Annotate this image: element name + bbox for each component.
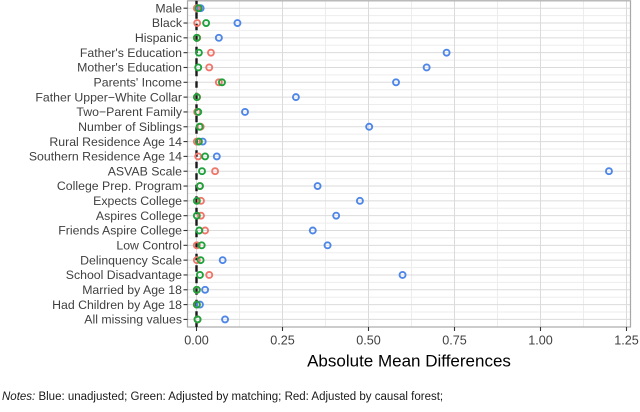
y-axis-label: Mother's Education xyxy=(77,61,182,75)
y-axis-label: Southern Residence Age 14 xyxy=(29,150,182,164)
data-point-blue xyxy=(214,33,223,42)
x-axis-tick-label: 0.25 xyxy=(270,334,295,348)
y-axis-label: Hispanic xyxy=(135,31,182,45)
data-point-blue xyxy=(241,107,249,116)
x-axis-tick-label: 0.50 xyxy=(356,334,381,348)
data-point-green xyxy=(201,152,210,161)
data-point-blue xyxy=(365,122,374,131)
notes-text: Blue: unadjusted; Green: Adjusted by mat… xyxy=(35,391,444,403)
y-axis-label: Two−Parent Family xyxy=(76,105,182,119)
data-point-blue xyxy=(392,78,400,87)
data-point-green xyxy=(194,63,203,72)
data-point-red xyxy=(197,211,205,220)
data-point-green xyxy=(196,256,205,265)
data-point-green xyxy=(202,19,211,27)
data-point-blue xyxy=(313,182,322,190)
data-point-red xyxy=(193,19,202,27)
x-axis-title: Absolute Mean Differences xyxy=(307,352,511,371)
y-axis-label: Male xyxy=(155,1,182,15)
data-point-blue xyxy=(218,256,227,265)
data-point-green xyxy=(192,93,201,102)
data-point-blue xyxy=(605,167,613,176)
data-point-red xyxy=(192,241,201,250)
data-point-green xyxy=(195,122,204,131)
data-point-red xyxy=(192,256,201,265)
data-point-green xyxy=(194,48,203,57)
data-point-green xyxy=(195,226,204,235)
data-point-red xyxy=(205,271,214,279)
data-point-green xyxy=(192,211,201,220)
x-axis-tick-label: 1.25 xyxy=(614,334,639,348)
data-point-red xyxy=(211,167,220,176)
data-point-green xyxy=(198,167,206,176)
y-axis-label: Father's Education xyxy=(80,46,182,60)
y-axis-label: Married by Age 18 xyxy=(82,283,182,297)
data-point-green xyxy=(192,300,201,309)
y-axis-label: Father Upper−White Collar xyxy=(35,90,182,104)
data-point-green xyxy=(197,241,206,250)
absolute-mean-differences-dot-plot: Male Black Hispanic Father's Education Mothe… xyxy=(29,0,639,371)
data-point-green xyxy=(192,33,201,42)
y-axis-label: College Prep. Program xyxy=(57,179,182,193)
figure-notes: Notes: Blue: unadjusted; Green: Adjusted… xyxy=(2,391,638,403)
data-point-blue xyxy=(355,196,364,205)
panel-border xyxy=(186,0,632,328)
data-point-blue xyxy=(422,63,431,72)
x-axis-tick-label: 0.75 xyxy=(442,334,467,348)
data-point-red xyxy=(205,63,214,72)
data-point-green xyxy=(194,107,203,116)
data-point-green xyxy=(193,315,202,324)
data-point-green xyxy=(195,182,204,190)
y-axis-label: ASVAB Scale xyxy=(108,164,182,178)
y-axis-label: Black xyxy=(152,16,183,30)
data-point-blue xyxy=(233,19,242,27)
data-point-red xyxy=(214,78,223,87)
x-axis-tick-label: 0.00 xyxy=(184,334,209,348)
data-point-blue xyxy=(323,241,332,250)
y-axis-label: Friends Aspire College xyxy=(58,224,182,238)
data-point-blue xyxy=(195,300,204,309)
y-axis-label: School Disadvantage xyxy=(66,268,182,282)
data-point-blue xyxy=(201,285,210,294)
y-axis-label: Had Children by Age 18 xyxy=(52,298,182,312)
y-axis-label: Aspires College xyxy=(96,209,182,223)
y-axis-label: Expects College xyxy=(93,194,182,208)
data-point-green xyxy=(192,196,201,205)
y-axis-label: Low Control xyxy=(116,239,182,253)
data-point-green xyxy=(194,4,203,13)
data-point-blue xyxy=(221,315,230,324)
data-point-red xyxy=(197,196,205,205)
data-point-green xyxy=(194,137,203,146)
y-axis-label: Parents' Income xyxy=(94,76,183,90)
y-axis-label: Number of Siblings xyxy=(78,120,182,134)
data-point-red xyxy=(206,48,215,57)
data-point-blue xyxy=(398,271,407,279)
data-point-green xyxy=(195,271,204,279)
notes-label: Notes: xyxy=(2,391,36,403)
x-axis-tick-label: 1.00 xyxy=(528,334,553,348)
y-axis-label: Rural Residence Age 14 xyxy=(49,135,182,149)
data-point-blue xyxy=(442,48,451,57)
y-axis-label: Delinquency Scale xyxy=(80,253,182,267)
data-point-blue xyxy=(291,93,300,102)
y-axis-label: All missing values xyxy=(84,313,182,327)
data-point-blue xyxy=(332,211,341,220)
data-point-blue xyxy=(212,152,221,161)
data-point-green xyxy=(218,78,226,87)
data-point-blue xyxy=(308,226,317,235)
data-point-green xyxy=(192,285,201,294)
